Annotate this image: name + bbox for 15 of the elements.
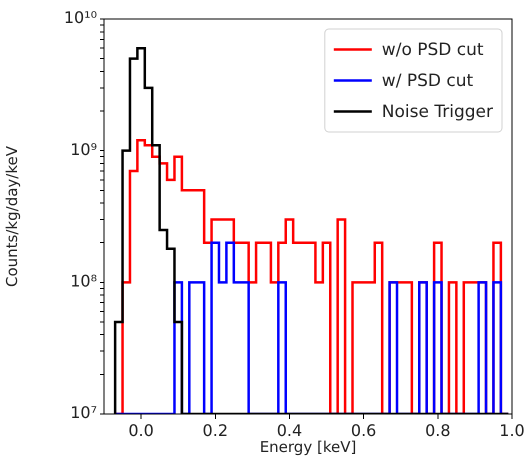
y-tick-label: 10⁸ [70,271,97,290]
legend-label: w/ PSD cut [382,70,474,91]
legend-label: w/o PSD cut [382,40,484,60]
y-tick-label: 10⁷ [70,403,97,422]
y-tick-label: 10¹⁰ [64,8,97,28]
x-tick-label: 0.8 [425,420,451,440]
x-tick-label: 0.0 [128,420,154,440]
legend-label: Noise Trigger [382,102,494,122]
x-tick-label: 0.2 [202,420,228,440]
x-tick-label: 1.0 [499,420,525,440]
x-tick-label: 0.6 [350,420,376,440]
y-axis-title: Counts/kg/day/keV [2,145,21,287]
x-axis-title: Energy [keV] [260,438,356,456]
x-tick-label: 0.4 [276,420,302,440]
y-tick-label: 10⁹ [70,140,97,159]
